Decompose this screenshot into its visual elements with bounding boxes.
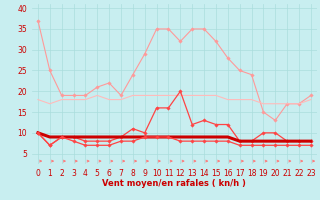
X-axis label: Vent moyen/en rafales ( kn/h ): Vent moyen/en rafales ( kn/h ) bbox=[102, 179, 246, 188]
